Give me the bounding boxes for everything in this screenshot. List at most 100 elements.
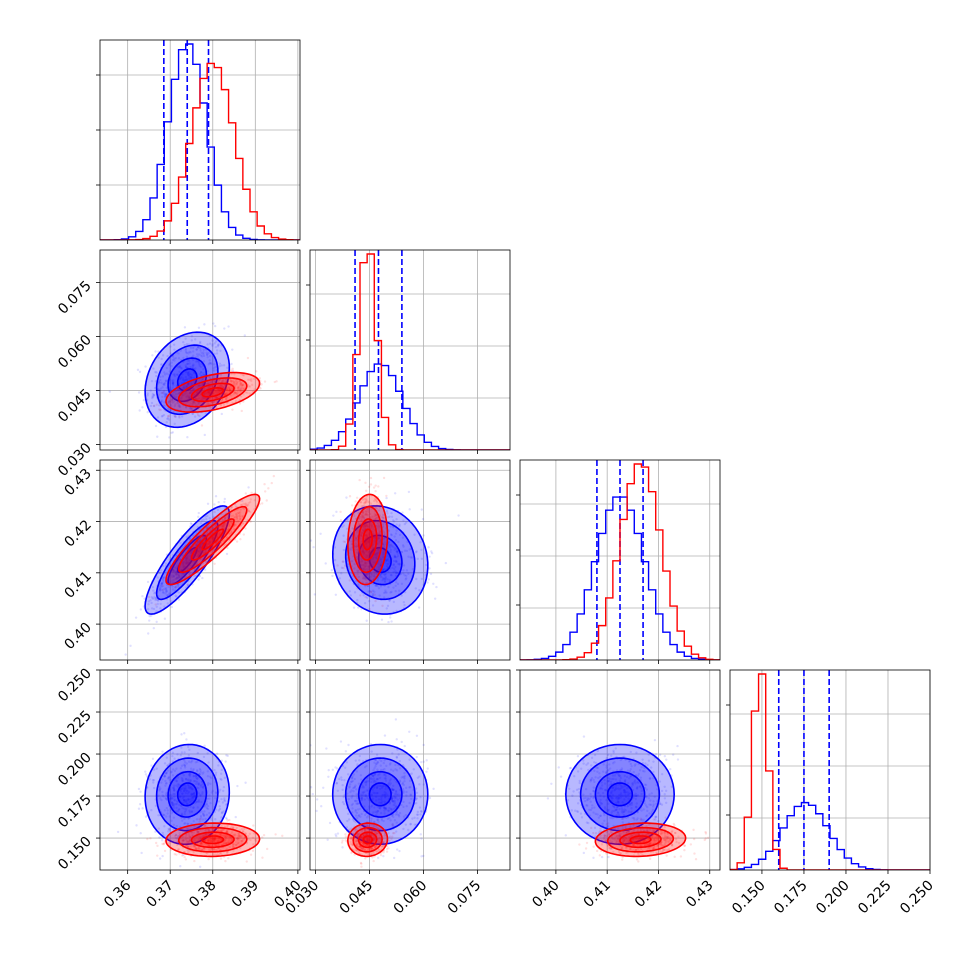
sample-point — [177, 402, 180, 405]
sample-point — [144, 770, 147, 773]
sample-point — [362, 577, 365, 580]
sample-point — [385, 564, 389, 568]
sample-point — [200, 519, 204, 522]
sample-point — [367, 567, 370, 571]
sample-point — [227, 389, 231, 392]
sample-point — [237, 387, 240, 390]
sample-point — [367, 508, 371, 511]
sample-point — [231, 408, 234, 411]
sample-point — [249, 520, 252, 523]
sample-point — [192, 401, 196, 404]
sample-point — [189, 402, 192, 405]
sample-point — [150, 401, 154, 405]
sample-point — [206, 353, 209, 356]
sample-point — [371, 517, 374, 520]
sample-point — [181, 377, 185, 380]
sample-point — [196, 397, 199, 401]
sample-point — [267, 487, 270, 490]
sample-point — [167, 418, 171, 421]
sample-point — [230, 506, 233, 509]
sample-point — [379, 563, 383, 566]
sample-point — [156, 844, 159, 848]
sample-point — [150, 379, 154, 383]
sample-point — [235, 505, 238, 508]
sample-point — [207, 542, 210, 546]
sample-point — [373, 517, 376, 521]
sample-point — [184, 562, 187, 565]
sample-point — [258, 377, 261, 380]
sample-point — [167, 414, 170, 418]
sample-point — [377, 551, 380, 554]
sample-point — [247, 509, 250, 513]
sample-point — [135, 824, 138, 827]
sample-point — [178, 416, 181, 419]
sample-point — [426, 767, 429, 770]
sample-point — [377, 536, 381, 539]
sample-point — [199, 522, 203, 525]
sample-point — [198, 397, 201, 400]
sample-point — [228, 520, 232, 523]
sample-point — [156, 576, 159, 579]
sample-point — [198, 362, 201, 366]
sample-point — [163, 371, 166, 374]
sample-point — [359, 539, 363, 543]
sample-point — [211, 538, 214, 541]
sample-point — [154, 597, 157, 600]
sample-point — [187, 559, 191, 562]
sample-point — [204, 411, 207, 415]
sample-point — [195, 397, 198, 401]
sample-point — [205, 517, 208, 521]
sample-point — [372, 555, 376, 559]
sample-point — [224, 859, 227, 863]
sample-point — [223, 393, 226, 396]
sample-point — [444, 561, 448, 565]
y-tick-label: 0.41 — [61, 568, 94, 601]
sample-point — [221, 539, 225, 543]
sample-point — [372, 561, 375, 564]
sample-point — [195, 385, 198, 388]
sample-point — [174, 577, 178, 580]
sample-point — [366, 523, 369, 527]
sample-point — [174, 566, 178, 569]
sample-point — [182, 560, 186, 564]
sample-point — [395, 738, 398, 741]
sample-point — [363, 577, 367, 580]
x-tick-label: 0.37 — [144, 878, 177, 911]
sample-point — [375, 501, 379, 504]
sample-point — [221, 386, 225, 389]
sample-point — [181, 562, 185, 566]
sample-point — [368, 565, 371, 568]
sample-point — [216, 390, 220, 394]
sample-point — [191, 364, 194, 368]
sample-point — [202, 518, 205, 521]
sample-point — [382, 516, 385, 519]
sample-point — [360, 520, 363, 523]
sample-point — [224, 522, 227, 525]
sample-point — [190, 339, 193, 342]
sample-point — [425, 563, 428, 567]
sample-point — [198, 383, 202, 387]
sample-point — [171, 579, 174, 582]
sample-point — [150, 595, 153, 599]
sample-point — [197, 515, 200, 519]
sample-point — [381, 551, 385, 554]
sample-point — [173, 348, 176, 351]
sample-point — [172, 574, 176, 578]
sample-point — [237, 511, 240, 514]
sample-point — [230, 505, 234, 509]
sample-point — [354, 536, 358, 540]
sample-point — [160, 584, 163, 588]
sample-point — [182, 386, 185, 389]
sample-point — [197, 547, 201, 550]
sample-point — [212, 367, 215, 370]
sample-point — [146, 394, 149, 397]
sample-point — [216, 388, 219, 392]
sample-point — [172, 373, 175, 376]
sample-point — [148, 619, 151, 622]
sample-point — [208, 359, 211, 362]
sample-point — [205, 382, 208, 385]
sample-point — [244, 503, 247, 506]
sample-point — [248, 385, 252, 388]
sample-point — [428, 567, 431, 570]
sample-point — [199, 549, 203, 552]
